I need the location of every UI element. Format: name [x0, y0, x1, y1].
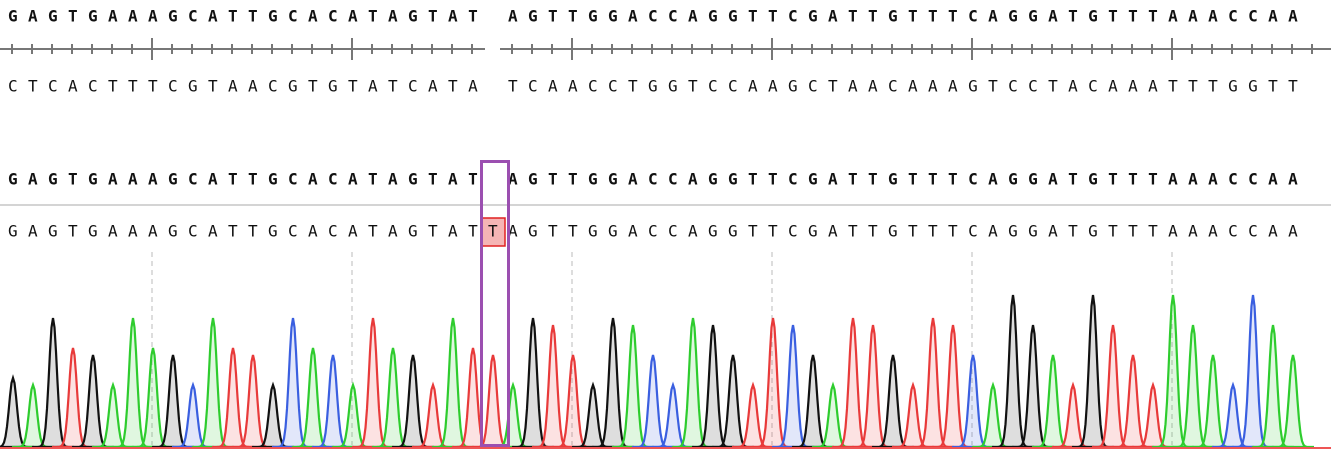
- read-left: GAGTGAAAGCATTGCACATAGTAT: [8, 222, 488, 241]
- selection-box[interactable]: [480, 160, 510, 447]
- reference-right: AGTTGGACCAGGTTCGATTGTTTCAGGATGTTTAAACCAA: [508, 7, 1308, 26]
- reference-left: GAGTGAAAGCATTGCACATAGTAT: [8, 7, 488, 26]
- read-right: AGTTGGACCAGGTTCGATTGTTTCAGGATGTTTAAACCAA: [508, 222, 1308, 241]
- chromatogram: [0, 294, 1331, 449]
- read-insertion: T: [488, 222, 508, 241]
- complement-left: CTCACTTTCGTAACGTGTATCATA: [8, 77, 488, 96]
- ruler: [0, 38, 1331, 60]
- complement-right: TCAACCTGGTCCAAGCTAACAAAGTCCTACAAATTTGGTT: [508, 77, 1308, 96]
- alignment-right: AGTTGGACCAGGTTCGATTGTTTCAGGATGTTTAAACCAA: [508, 170, 1308, 189]
- alignment-left: GAGTGAAAGCATTGCACATAGTAT: [8, 170, 488, 189]
